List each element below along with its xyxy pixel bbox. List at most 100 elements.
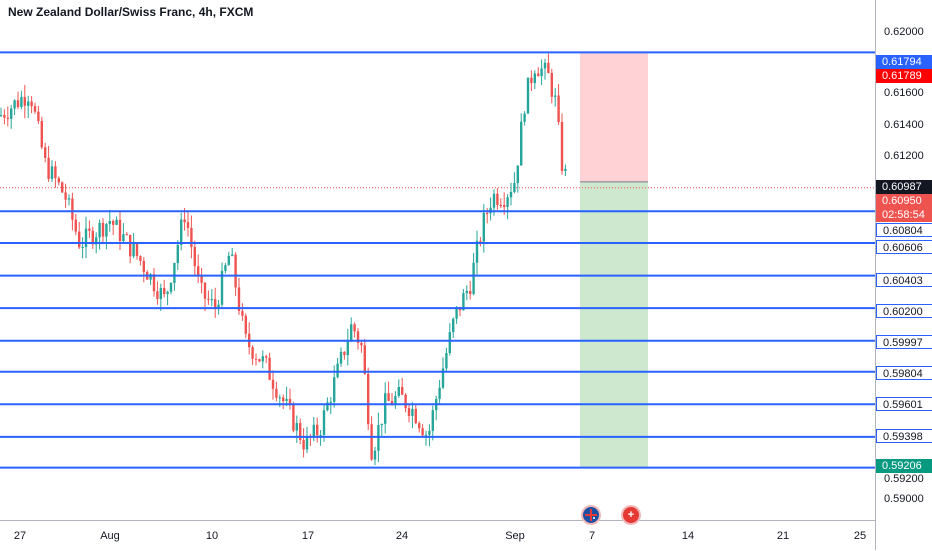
candle-body [370, 424, 373, 460]
candle-body [251, 347, 254, 359]
candle-body [67, 198, 71, 200]
candle-body [363, 345, 366, 374]
candle-body [115, 219, 118, 225]
candle-body [234, 254, 237, 288]
candle-body [472, 262, 475, 294]
stop-loss-zone [580, 52, 648, 182]
candle-body [462, 293, 465, 311]
candle-body [537, 73, 540, 77]
candle-body [166, 291, 169, 294]
candle-body [499, 204, 502, 206]
candle-body [98, 222, 101, 238]
candle-body [129, 234, 132, 257]
candle-body [292, 404, 295, 431]
bar-countdown-badge: 02:58:54 [876, 208, 932, 222]
stop-badge: 0.61789 [876, 69, 932, 83]
candle-body [50, 166, 54, 179]
candle-body [333, 377, 336, 402]
candle-body [47, 157, 50, 179]
candle-body [112, 221, 115, 225]
candle-body [516, 165, 519, 184]
candle-body [16, 100, 20, 108]
chart-plot-area[interactable] [0, 0, 875, 520]
candle-body [441, 368, 445, 388]
level-badge-59398: 0.59398 [876, 429, 932, 443]
candle-body [503, 205, 506, 207]
candle-body [448, 332, 451, 354]
candle-body [210, 299, 213, 301]
candle-body [13, 100, 16, 109]
candle-body [305, 435, 309, 450]
candle-body [380, 423, 383, 426]
candle-body [540, 68, 543, 77]
candle-body [302, 439, 305, 450]
time-tick: 14 [681, 530, 695, 542]
candle-body [61, 182, 64, 193]
switzerland-flag-icon[interactable]: + [621, 505, 641, 525]
candle-body [173, 263, 176, 284]
price-tick: 0.61600 [884, 87, 924, 99]
time-tick: 10 [205, 530, 219, 542]
price-scale[interactable]: 0.62000 0.61600 0.61400 0.61200 0.59200 … [875, 0, 932, 550]
candle-body [282, 397, 285, 402]
candle-body [482, 213, 485, 242]
candle-body [390, 400, 394, 405]
candle-body [322, 410, 326, 436]
candle-body [132, 244, 135, 257]
candle-body [152, 274, 156, 292]
candle-body [319, 435, 322, 437]
candlestick-chart[interactable] [0, 0, 875, 520]
candle-body [397, 386, 400, 396]
candle-body [438, 387, 441, 399]
candle-body [241, 310, 244, 316]
candle-body [530, 77, 533, 84]
candle-body [360, 342, 363, 346]
time-scale[interactable]: 27 Aug 10 17 24 Sep 7 14 21 25 [0, 520, 875, 551]
candle-body [183, 219, 186, 223]
candle-body [421, 428, 424, 436]
candle-body [387, 393, 390, 401]
candle-body [455, 306, 458, 319]
candle-body [520, 121, 523, 166]
candle-body [431, 410, 434, 431]
candle-body [418, 423, 421, 429]
candle-body [78, 231, 81, 248]
candle-body [350, 324, 353, 342]
candle-body [44, 147, 47, 158]
candle-body [64, 192, 67, 200]
candle-body [258, 359, 261, 362]
candle-body [220, 270, 224, 305]
candle-body [193, 247, 196, 267]
candle-body [27, 101, 30, 106]
level-badge-59997: 0.59997 [876, 335, 932, 349]
candle-body [84, 228, 88, 248]
candle-body [475, 240, 479, 263]
candle-body [30, 101, 33, 107]
candle-body [326, 402, 329, 411]
target-badge: 0.59206 [876, 459, 932, 473]
australia-flag-icon[interactable] [581, 505, 601, 525]
candle-body [203, 282, 207, 299]
candle-body [163, 288, 166, 294]
level-badge-60606: 0.60606 [876, 240, 932, 254]
candle-body [139, 256, 142, 261]
candle-body [268, 357, 271, 380]
candle-body [414, 408, 417, 424]
candle-body [142, 260, 145, 273]
candle-body [469, 290, 472, 294]
candle-body [95, 237, 98, 245]
candle-body [356, 331, 360, 343]
level-badge-60200: 0.60200 [876, 304, 932, 318]
candle-body [135, 244, 139, 257]
candle-body [506, 197, 509, 207]
candle-body [523, 113, 526, 122]
candle-body [10, 108, 13, 119]
candle-body [200, 276, 203, 283]
candle-body [560, 122, 564, 171]
candle-body [373, 450, 377, 460]
candle-body [231, 254, 234, 256]
current-price-badge: 0.60950 [876, 194, 932, 208]
candle-body [118, 219, 122, 242]
price-tick: 0.62000 [884, 26, 924, 38]
candle-body [156, 291, 159, 299]
